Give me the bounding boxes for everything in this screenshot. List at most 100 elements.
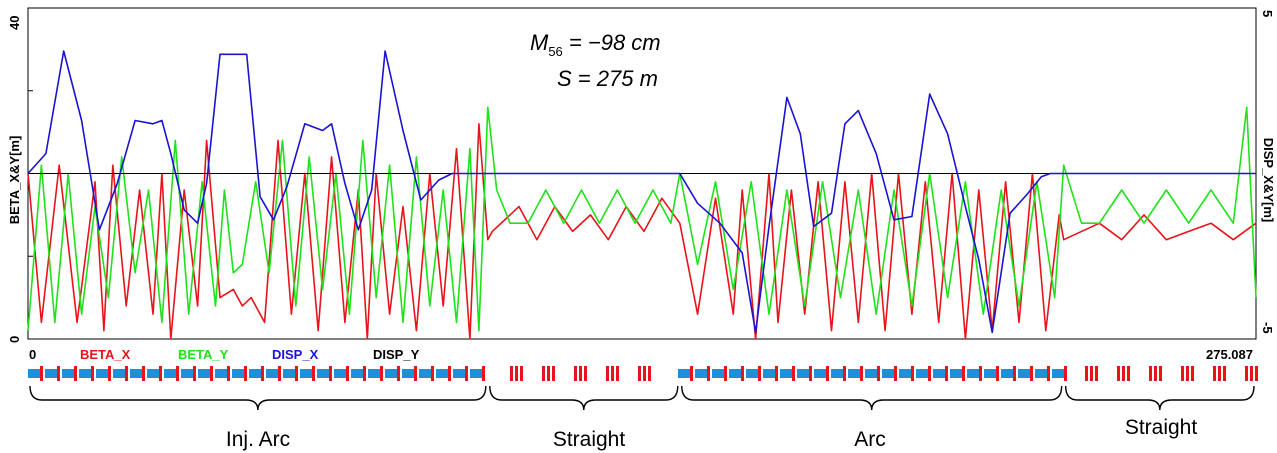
series-line-beta-x — [27, 123, 1257, 340]
lattice-quad — [1018, 369, 1030, 378]
lattice-dipole — [1127, 366, 1130, 381]
lattice-quad — [334, 369, 346, 378]
lattice-dipole — [809, 366, 812, 381]
lattice-quad — [215, 369, 227, 378]
lattice-quad — [62, 369, 74, 378]
lattice-quad — [746, 369, 758, 378]
lattice-quad — [865, 369, 877, 378]
lattice-dipole — [616, 366, 619, 381]
lattice-quad — [763, 369, 775, 378]
lattice-dipole — [826, 366, 829, 381]
lattice-dipole — [1013, 366, 1016, 381]
lattice-dipole — [860, 366, 863, 381]
lattice-dipole — [380, 366, 383, 381]
lattice-quad — [130, 369, 142, 378]
lattice-quad — [283, 369, 295, 378]
left-axis-title: BETA_X&Y[m] — [7, 136, 22, 225]
lattice-quad — [28, 369, 40, 378]
lattice-dipole — [552, 366, 555, 381]
lattice-dipole — [1085, 366, 1088, 381]
region-brace-2 — [681, 385, 1063, 411]
lattice-dipole — [74, 366, 77, 381]
lattice-quad — [797, 369, 809, 378]
lattice-dipole — [1064, 366, 1067, 381]
lattice-dipole — [574, 366, 577, 381]
legend-beta-x: BETA_X — [80, 347, 131, 362]
lattice-dipole — [843, 366, 846, 381]
lattice-dipole — [346, 366, 349, 381]
lattice-dipole — [312, 366, 315, 381]
lattice-quad — [96, 369, 108, 378]
lattice-dipole — [1159, 366, 1162, 381]
lattice-quad — [113, 369, 125, 378]
lattice-quad — [300, 369, 312, 378]
lattice-dipole — [397, 366, 400, 381]
lattice-quad — [984, 369, 996, 378]
lattice-quad — [780, 369, 792, 378]
lattice-dipole — [1095, 366, 1098, 381]
lattice-dipole — [1255, 366, 1258, 381]
region-brace-0 — [29, 385, 487, 411]
lattice-dipole — [448, 366, 451, 381]
lattice-dipole — [1122, 366, 1125, 381]
left-tick-0: 0 — [7, 336, 22, 343]
lattice-dipole — [363, 366, 366, 381]
lattice-quad — [882, 369, 894, 378]
lattice-dipole — [606, 366, 609, 381]
x-end-label: 275.087 — [1206, 347, 1253, 362]
lattice-dipole — [57, 366, 60, 381]
lattice-dipole — [1117, 366, 1120, 381]
lattice-quad — [1035, 369, 1047, 378]
lattice-quad — [79, 369, 91, 378]
region-labels: Inj. Arc Straight Arc Straight — [226, 416, 1197, 451]
lattice-dipole — [510, 366, 513, 381]
lattice-quad — [436, 369, 448, 378]
lattice-dipole — [142, 366, 145, 381]
lattice-dipole — [758, 366, 761, 381]
lattice-quad — [419, 369, 431, 378]
m56-annotation: M56 = −98 cm — [530, 30, 661, 59]
lattice-dipole — [1047, 366, 1050, 381]
right-axis-title: DISP_X&Y[m] — [1261, 138, 1276, 223]
lattice-quad — [249, 369, 261, 378]
lattice-quad — [385, 369, 397, 378]
lattice-dipole — [979, 366, 982, 381]
lattice-dipole — [520, 366, 523, 381]
lattice-dipole — [1218, 366, 1221, 381]
lattice-dipole — [278, 366, 281, 381]
lattice-dipole — [261, 366, 264, 381]
lattice-dipole — [584, 366, 587, 381]
lattice-quad — [402, 369, 414, 378]
lattice-dipole — [1181, 366, 1184, 381]
lattice-dipole — [91, 366, 94, 381]
lattice-quad — [729, 369, 741, 378]
lattice-quad — [831, 369, 843, 378]
lattice-quad — [232, 369, 244, 378]
series-group — [27, 50, 1257, 340]
lattice-dipole — [643, 366, 646, 381]
lattice-quad — [181, 369, 193, 378]
lattice-dipole — [108, 366, 111, 381]
lattice-dipole — [414, 366, 417, 381]
lattice-quad — [147, 369, 159, 378]
lattice-quad — [916, 369, 928, 378]
lattice-dipole — [159, 366, 162, 381]
lattice-dipole — [1149, 366, 1152, 381]
lattice-quad — [470, 369, 482, 378]
lattice-dipole — [1245, 366, 1248, 381]
lattice-dipole — [1030, 366, 1033, 381]
s-annotation: S = 275 m — [557, 66, 658, 91]
legend-disp-y: DISP_Y — [373, 347, 420, 362]
lattice-dipole — [431, 366, 434, 381]
lattice-dipole — [690, 366, 693, 381]
lattice-dipole — [775, 366, 778, 381]
lattice-dipole — [579, 366, 582, 381]
lattice-dipole — [877, 366, 880, 381]
series-line-disp-x — [27, 50, 1256, 334]
lattice-dipole — [928, 366, 931, 381]
lattice-elements — [28, 366, 1258, 381]
right-axis: -5 5 DISP_X&Y[m] — [1260, 10, 1276, 334]
left-axis: 0 40 BETA_X&Y[m] — [7, 16, 22, 343]
region-brace-3 — [1064, 385, 1255, 411]
legend: BETA_X BETA_Y DISP_X DISP_Y — [80, 347, 420, 362]
